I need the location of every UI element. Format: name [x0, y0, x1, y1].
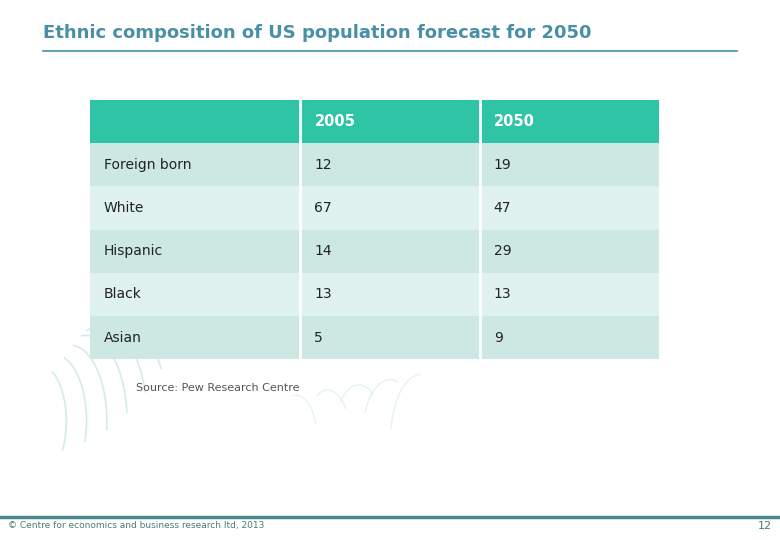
Text: 12: 12 [314, 158, 332, 172]
Text: 13: 13 [314, 287, 332, 301]
Text: 19: 19 [494, 158, 512, 172]
Text: 9: 9 [494, 330, 502, 345]
Text: Hispanic: Hispanic [104, 244, 163, 258]
FancyBboxPatch shape [90, 143, 659, 186]
Text: White: White [104, 201, 144, 215]
FancyBboxPatch shape [90, 186, 659, 230]
FancyBboxPatch shape [90, 316, 659, 359]
Text: Source: Pew Research Centre: Source: Pew Research Centre [136, 383, 300, 394]
FancyBboxPatch shape [90, 230, 659, 273]
Text: 67: 67 [314, 201, 332, 215]
Text: Ethnic composition of US population forecast for 2050: Ethnic composition of US population fore… [43, 24, 591, 42]
Text: 12: 12 [758, 521, 772, 531]
Text: 2050: 2050 [494, 114, 534, 129]
Text: Asian: Asian [104, 330, 142, 345]
Text: 14: 14 [314, 244, 332, 258]
Text: Foreign born: Foreign born [104, 158, 191, 172]
Text: 13: 13 [494, 287, 512, 301]
Text: 5: 5 [314, 330, 323, 345]
FancyBboxPatch shape [90, 273, 659, 316]
Text: 29: 29 [494, 244, 512, 258]
FancyBboxPatch shape [90, 100, 659, 143]
Text: 2005: 2005 [314, 114, 356, 129]
Text: 47: 47 [494, 201, 511, 215]
Text: Black: Black [104, 287, 142, 301]
Text: © Centre for economics and business research ltd, 2013: © Centre for economics and business rese… [8, 522, 264, 530]
